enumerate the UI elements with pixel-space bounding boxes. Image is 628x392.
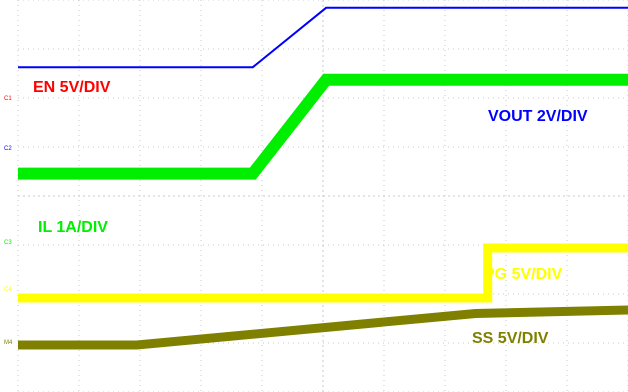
trace-label-m4: SS 5V/DIV [472, 330, 549, 347]
channel-marker-c3: C3 [4, 240, 12, 246]
channel-marker-c1: C1 [4, 96, 12, 102]
trace-label-c1: EN 5V/DIV [33, 79, 111, 96]
trace-label-c4: PG 5V/DIV [484, 266, 563, 283]
trace-c3 [18, 73, 628, 180]
trace-label-c3: IL 1A/DIV [38, 219, 108, 236]
trace-m4 [18, 305, 628, 350]
trace-c2 [18, 6, 628, 69]
channel-marker-c2: C2 [4, 146, 12, 152]
trace-label-c2: VOUT 2V/DIV [488, 108, 588, 125]
traces [18, 6, 628, 350]
channel-marker-c4: C4 [4, 287, 12, 293]
trace-labels: C1 EN 5V/DIV C2 VOUT 2V/DIV C3 IL 1A/DIV C4 PG … [4, 79, 588, 347]
channel-marker-m4: M4 [4, 340, 13, 346]
trace-c4 [18, 243, 628, 303]
